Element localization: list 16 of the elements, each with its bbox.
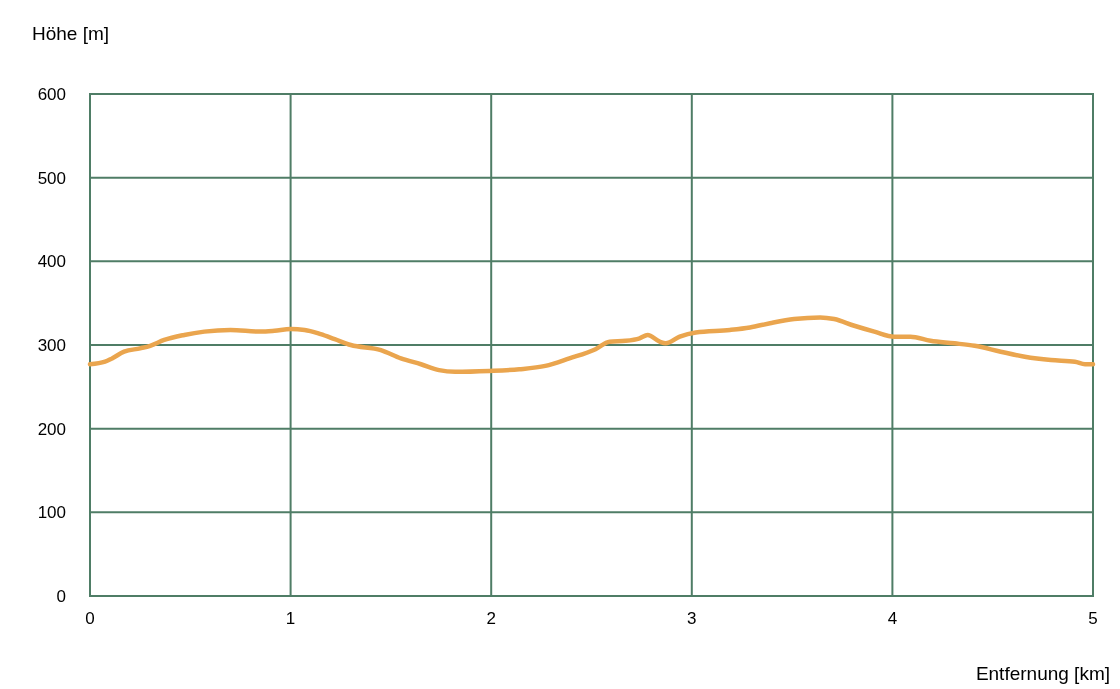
y-tick-label: 300 xyxy=(37,336,66,355)
x-tick-label: 3 xyxy=(687,609,697,628)
x-tick-label: 2 xyxy=(486,609,496,628)
y-tick-label: 400 xyxy=(37,252,66,272)
y-axis-title: Höhe [m] xyxy=(32,23,110,44)
x-axis-title: Entfernung [km] xyxy=(975,663,1110,684)
y-tick-label: 500 xyxy=(37,168,66,188)
y-tick-label: 100 xyxy=(37,503,66,523)
line-series xyxy=(87,315,1096,375)
y-tick-label: 0 xyxy=(56,587,66,606)
x-tick-label: 0 xyxy=(85,609,95,628)
y-tick-label: 600 xyxy=(37,85,66,104)
y-tick-label: 200 xyxy=(37,419,66,439)
x-tick-label: 4 xyxy=(887,609,898,628)
x-tick-label: 5 xyxy=(1088,609,1098,628)
x-tick-label: 1 xyxy=(285,609,296,628)
